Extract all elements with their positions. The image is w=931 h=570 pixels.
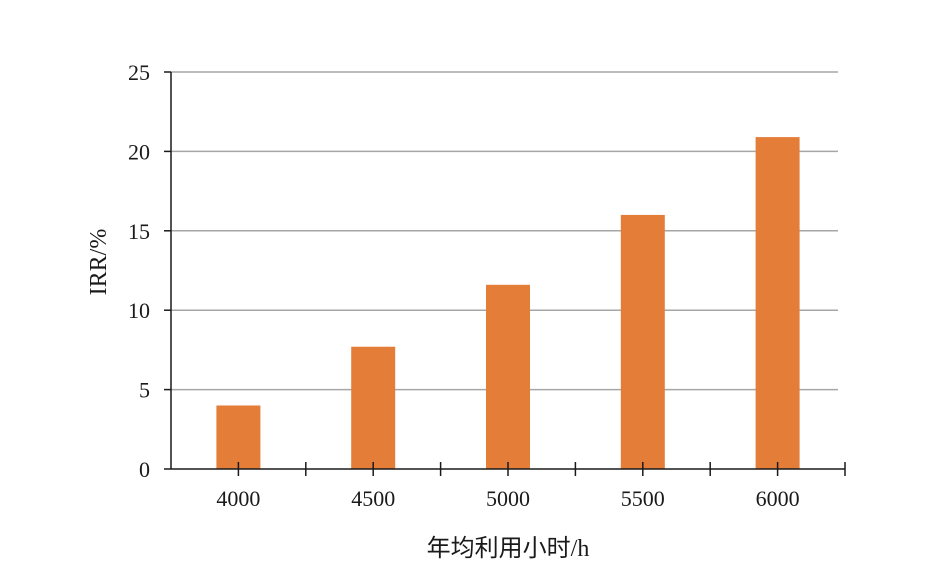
bar-4000 — [216, 405, 261, 469]
y-tick-label: 10 — [128, 298, 150, 323]
y-tick-label: 25 — [128, 60, 150, 85]
y-tick-label: 20 — [128, 139, 150, 164]
axes — [164, 71, 846, 476]
bar-5500 — [620, 214, 665, 469]
x-tick-label: 6000 — [756, 486, 800, 511]
y-tick-label: 0 — [139, 457, 150, 482]
bar-4500 — [351, 346, 396, 469]
x-tick-label: 4500 — [351, 486, 395, 511]
y-axis-title: IRR/% — [86, 229, 112, 296]
y-tick-label: 15 — [128, 219, 150, 244]
x-tick-labels: 4000 4500 5000 5500 6000 — [216, 486, 799, 511]
bar-6000 — [755, 137, 800, 469]
gridlines — [171, 71, 838, 391]
x-tick-label: 4000 — [216, 486, 260, 511]
y-tick-label: 5 — [139, 378, 150, 403]
x-tick-label: 5000 — [486, 486, 530, 511]
x-axis-title: 年均利用小时/h — [427, 535, 590, 562]
x-tick-label: 5500 — [621, 486, 665, 511]
bars — [216, 137, 800, 469]
bar-5000 — [486, 284, 530, 469]
y-tick-labels: 0 5 10 15 20 25 — [128, 60, 150, 482]
